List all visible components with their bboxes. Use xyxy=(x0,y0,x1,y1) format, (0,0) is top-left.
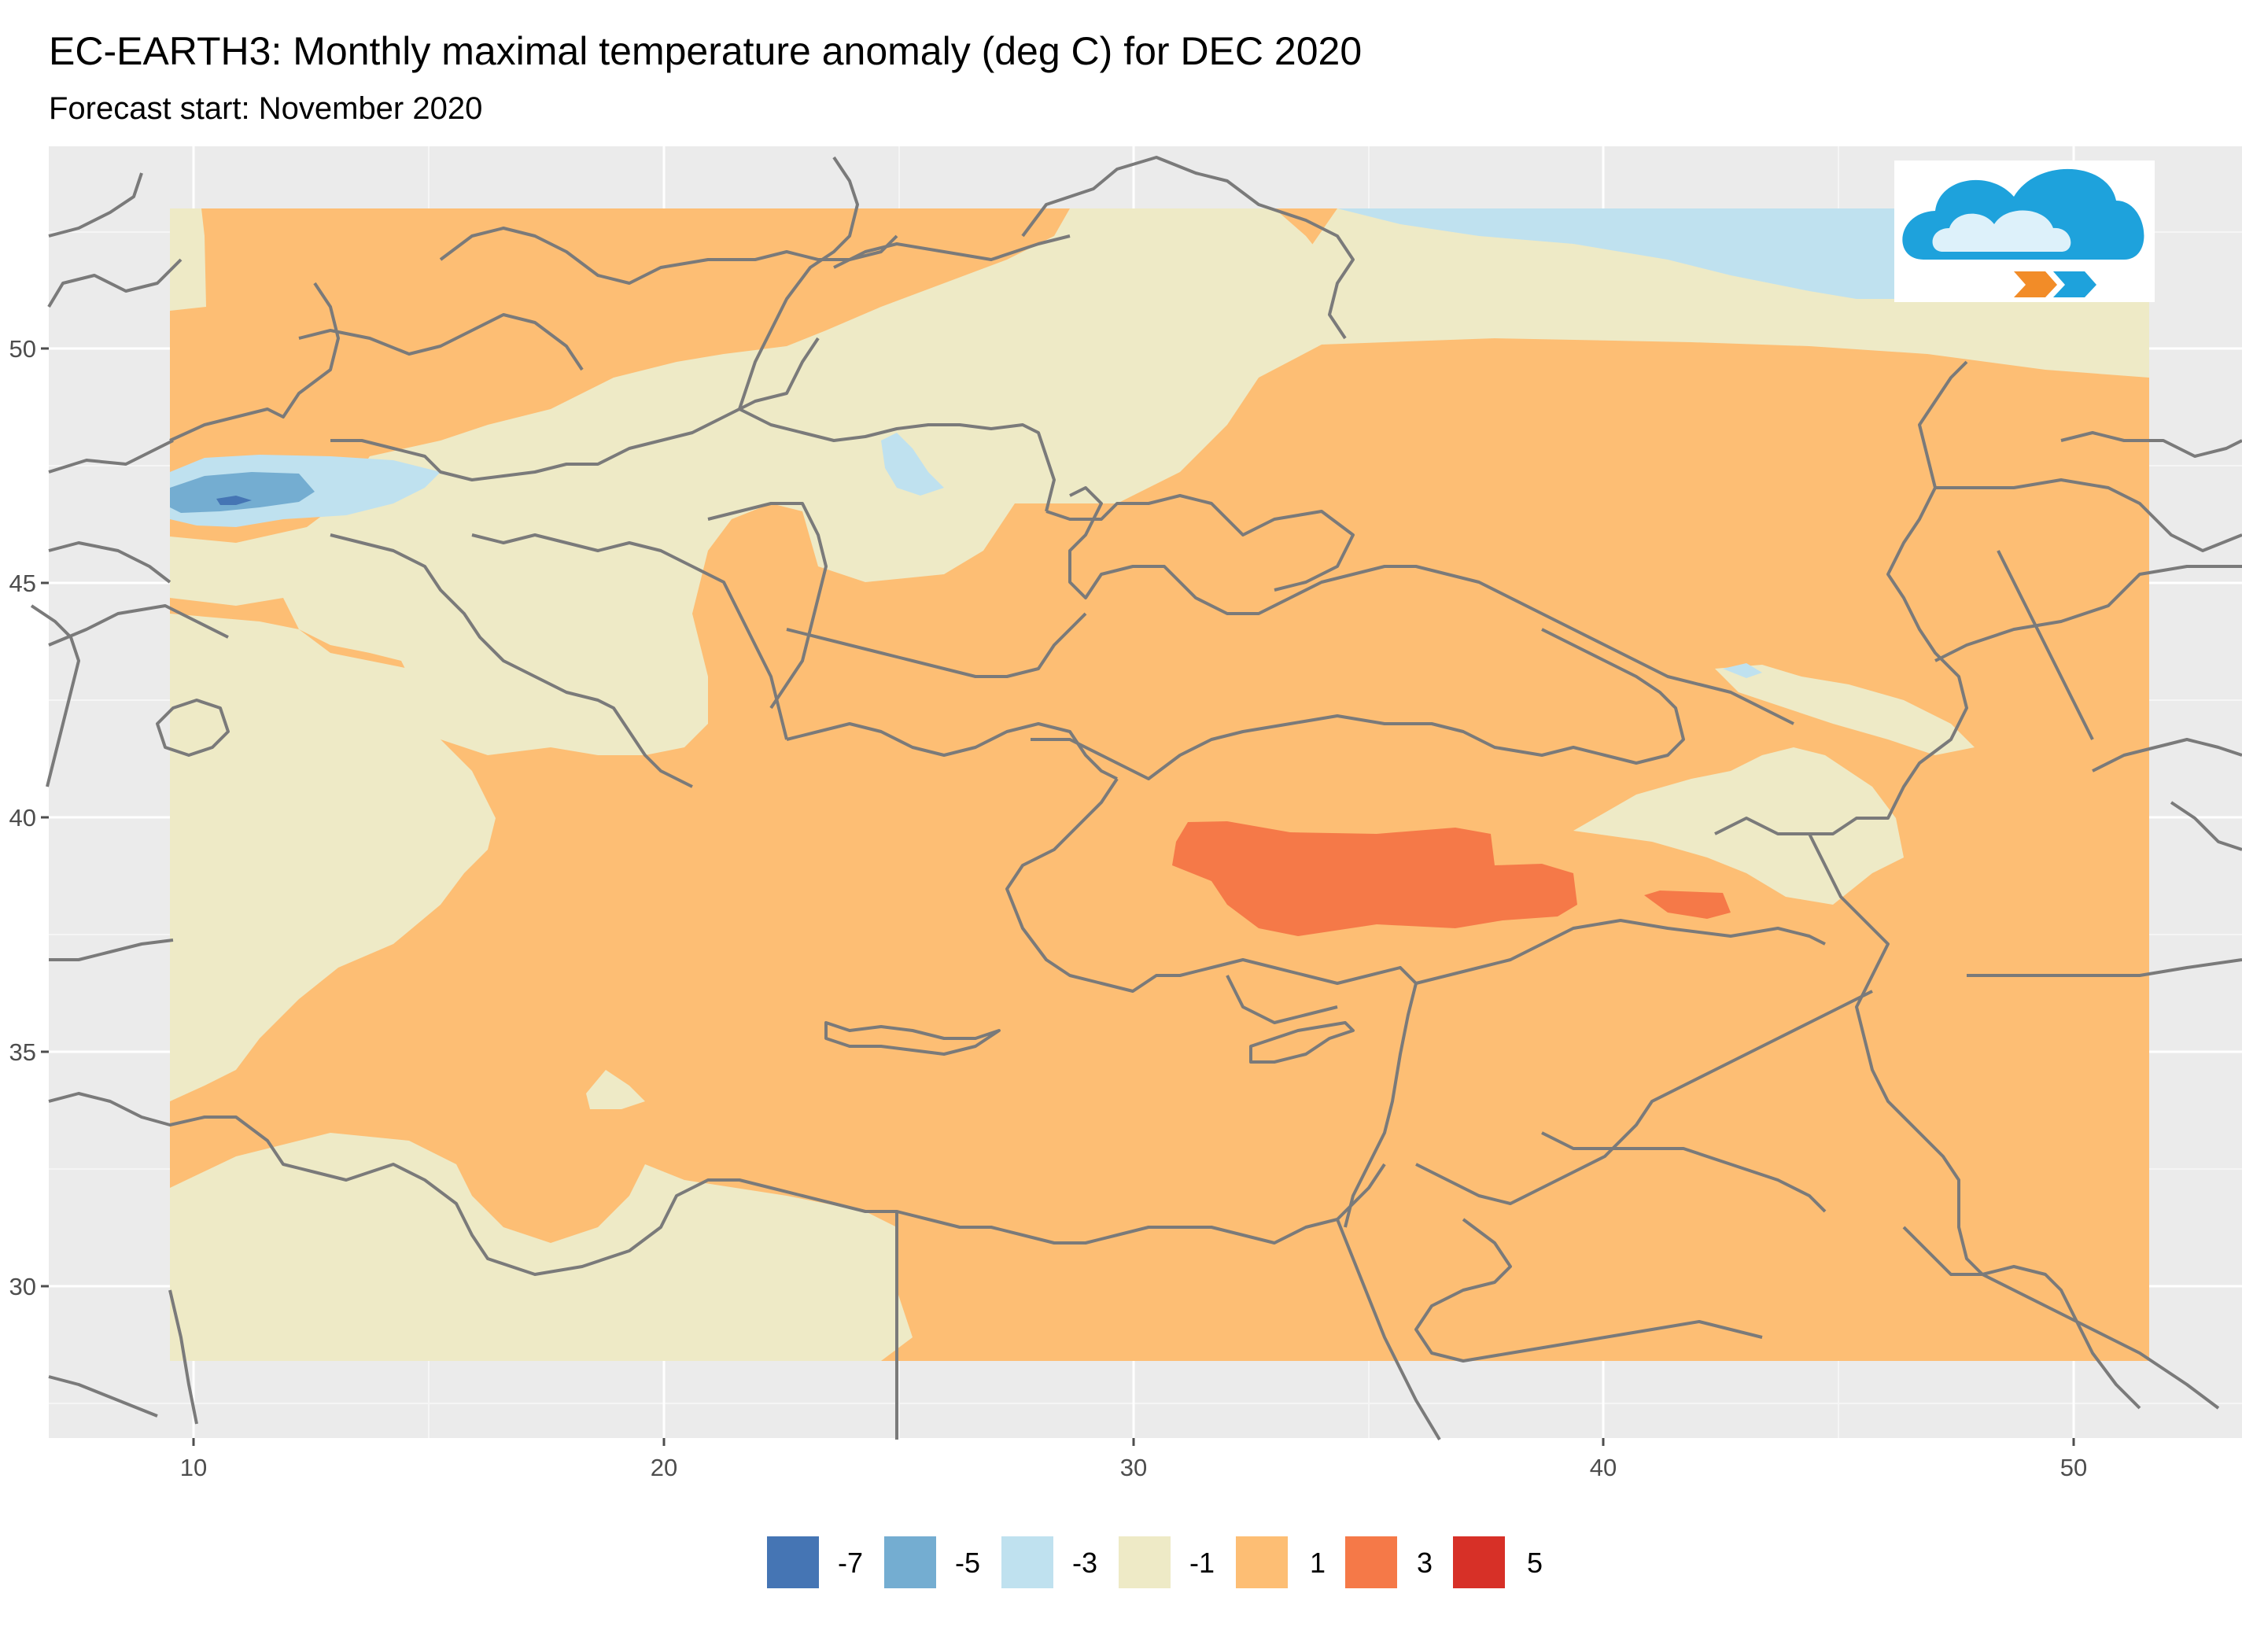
legend-label: 5 xyxy=(1527,1547,1543,1579)
anomaly-field xyxy=(170,208,2149,1361)
y-tick-label: 35 xyxy=(9,1038,36,1066)
legend-key xyxy=(1453,1536,1505,1588)
anomaly-region-plus3-east xyxy=(1644,891,1731,919)
legend-key xyxy=(884,1536,936,1588)
legend-label: -1 xyxy=(1189,1547,1215,1579)
y-tick-label: 50 xyxy=(9,335,36,363)
anomaly-region-minus1-libya-island xyxy=(586,1070,645,1109)
legend-label: -5 xyxy=(955,1547,980,1579)
x-tick-label: 50 xyxy=(2060,1454,2087,1481)
x-tick-label: 40 xyxy=(1590,1454,1617,1481)
anomaly-region-plus3-anatolia xyxy=(1172,821,1577,936)
legend: -7 -5 -3 -1 1 3 5 xyxy=(767,1536,1543,1588)
map-subtitle: Forecast start: November 2020 xyxy=(49,91,483,126)
anomaly-region-minus5-alps xyxy=(170,472,315,513)
anomaly-region-minus1 xyxy=(170,208,1337,755)
legend-key xyxy=(1345,1536,1397,1588)
anomaly-region-minus7-alps xyxy=(216,496,252,505)
anomaly-region-minus1-africa xyxy=(170,1133,913,1361)
anomaly-region-minus3-carpathian xyxy=(881,433,944,496)
legend-key xyxy=(1119,1536,1171,1588)
x-tick-label: 30 xyxy=(1120,1454,1147,1481)
legend-label: 3 xyxy=(1417,1547,1433,1579)
coastlines-and-borders xyxy=(30,156,2242,1441)
legend-key xyxy=(1236,1536,1288,1588)
y-axis xyxy=(41,347,49,1288)
x-axis xyxy=(192,1438,2075,1446)
legend-key xyxy=(1001,1536,1053,1588)
anomaly-region-minus1-caucasus xyxy=(1573,747,1904,905)
anomaly-region-minus1-north xyxy=(170,208,206,311)
legend-label: 1 xyxy=(1310,1547,1326,1579)
cloud-logo-icon xyxy=(1894,160,2155,302)
y-tick-label: 45 xyxy=(9,570,36,597)
y-tick-label: 30 xyxy=(9,1273,36,1300)
anomaly-region-minus1-west xyxy=(170,614,496,1101)
map-title: EC-EARTH3: Monthly maximal temperature a… xyxy=(49,29,1363,73)
y-tick-label: 40 xyxy=(9,804,36,832)
legend-label: -7 xyxy=(838,1547,863,1579)
legend-key xyxy=(767,1536,819,1588)
anomaly-region-minus3-caucasus xyxy=(1723,663,1762,678)
x-tick-label: 10 xyxy=(180,1454,207,1481)
anomaly-region-minus1-georgia xyxy=(1715,665,1975,755)
anomaly-region-minus3-northeast xyxy=(1337,208,1919,299)
x-tick-label: 20 xyxy=(651,1454,677,1481)
legend-label: -3 xyxy=(1072,1547,1097,1579)
